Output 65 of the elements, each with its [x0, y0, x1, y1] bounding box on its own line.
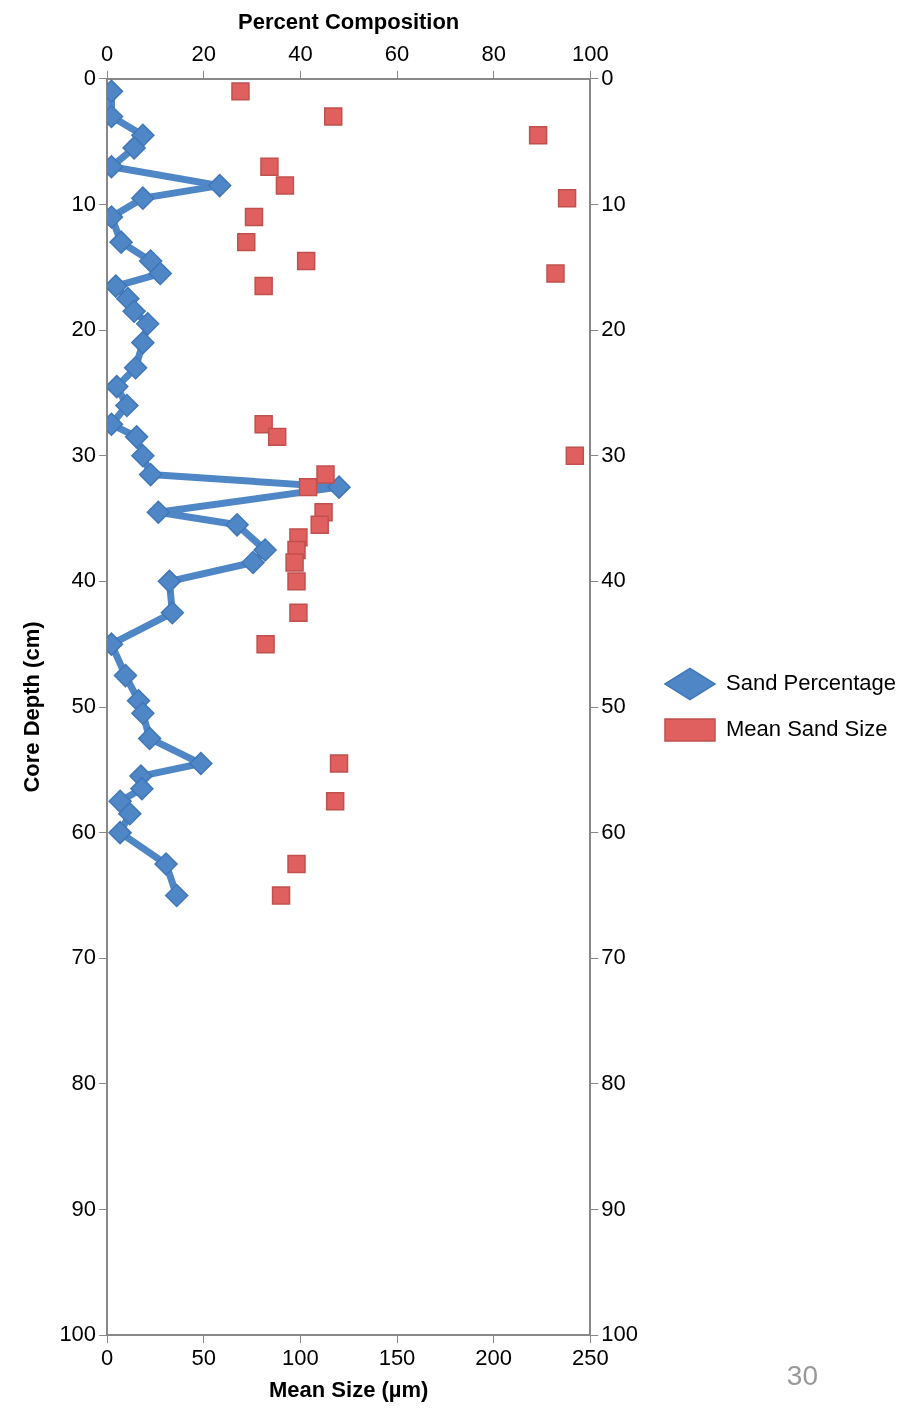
y2-tick-label: 30: [601, 441, 626, 467]
point: [528, 126, 548, 145]
y-tick-label: 70: [71, 944, 97, 970]
x-tick-label: 150: [378, 1345, 416, 1371]
y-tick-label: 50: [71, 693, 97, 719]
y-tick-label: 0: [83, 64, 97, 90]
point: [316, 465, 335, 484]
point: [296, 251, 316, 271]
point: [298, 477, 318, 497]
point: [546, 264, 565, 283]
point: [565, 446, 585, 465]
y2-tick-label: 90: [601, 1195, 626, 1221]
point: [275, 176, 295, 195]
point: [557, 188, 577, 208]
point: [329, 754, 349, 773]
legend-label: Sand Percentage: [725, 670, 897, 696]
y2-tick-label: 80: [601, 1069, 626, 1095]
point: [256, 634, 275, 654]
y-tick-label: 20: [71, 316, 97, 342]
x-axis-title: Mean Size (µm): [269, 1376, 429, 1402]
y-tick-label: 10: [71, 190, 97, 216]
y-tick-label: 40: [71, 567, 97, 593]
x2-tick-label: 40: [288, 40, 313, 66]
x-tick-label: 0: [100, 1345, 114, 1371]
x2-tick-label: 80: [481, 40, 506, 66]
point: [254, 276, 273, 296]
point: [289, 603, 308, 623]
point: [244, 207, 264, 227]
y2-tick-label: 20: [601, 316, 626, 342]
y-axis-title: Core Depth (cm): [19, 621, 45, 793]
point: [310, 515, 329, 535]
text: 30: [786, 1360, 818, 1392]
point: [271, 886, 291, 905]
y2-tick-label: 40: [601, 567, 626, 593]
point: [237, 232, 256, 252]
y2-tick-label: 0: [601, 64, 614, 90]
point: [254, 415, 273, 434]
x2-tick-label: 0: [100, 40, 114, 66]
y2-tick-label: 60: [601, 818, 626, 844]
y-tick-label: 30: [71, 441, 97, 467]
point: [231, 82, 250, 101]
y2-tick-label: 70: [601, 944, 626, 970]
point: [324, 107, 343, 126]
y-tick-label: 60: [71, 818, 97, 844]
x2-tick-label: 20: [191, 40, 216, 66]
point: [260, 157, 279, 176]
x-tick-label: 200: [475, 1345, 512, 1371]
x-tick-label: 50: [191, 1345, 216, 1371]
y-tick-label: 100: [59, 1321, 97, 1347]
y2-tick-label: 50: [601, 693, 626, 719]
x2-tick-label: 60: [384, 40, 410, 66]
x2-axis-title: Percent Composition: [238, 9, 460, 35]
y2-tick-label: 10: [601, 190, 626, 216]
x-tick-label: 100: [282, 1345, 319, 1371]
point: [287, 854, 306, 874]
y-tick-label: 80: [71, 1069, 97, 1095]
point: [267, 427, 287, 447]
point: [325, 792, 345, 811]
x-tick-label: 250: [571, 1345, 609, 1371]
y2-tick-label: 100: [601, 1321, 638, 1347]
legend-label: Mean Sand Size: [725, 716, 888, 742]
y-tick-label: 90: [71, 1195, 97, 1221]
point: [287, 572, 306, 591]
x2-tick-label: 100: [571, 40, 609, 66]
point: [285, 553, 304, 572]
